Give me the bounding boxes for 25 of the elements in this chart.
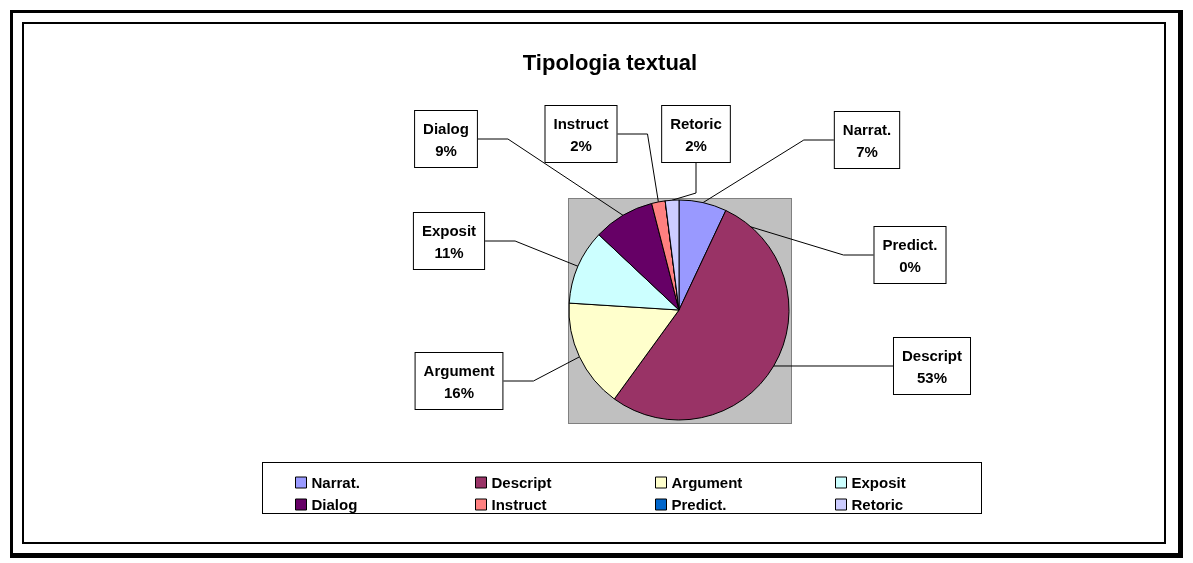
slice-label: Descript <box>901 346 963 364</box>
data-label: 11% <box>434 243 464 261</box>
data-label: 2% <box>570 136 592 154</box>
legend-label: Narrat. <box>311 474 360 491</box>
legend-label: Predict. <box>671 496 727 513</box>
chart-title: Tipologia textual <box>522 49 698 75</box>
legend-label: Dialog <box>311 496 358 513</box>
legend-label: Instruct <box>491 496 547 513</box>
legend-label: Argument <box>671 474 743 491</box>
legend-label: Retoric <box>851 496 904 513</box>
data-label: 9% <box>435 141 457 159</box>
data-label: 53% <box>916 368 948 386</box>
legend-label: Exposit <box>851 474 906 491</box>
legend-label: Descript <box>491 474 552 491</box>
slice-label: Argument <box>423 361 495 379</box>
slice-label: Exposit <box>421 221 477 239</box>
slice-label: Retoric <box>670 114 722 132</box>
data-label: 7% <box>856 142 878 160</box>
text: 0% <box>899 257 921 275</box>
category-label: Predict. <box>882 235 938 253</box>
slice-label: Dialog <box>423 119 469 137</box>
slice-label: Narrat. <box>842 120 892 138</box>
data-label: 2% <box>685 136 707 154</box>
data-label: 16% <box>443 383 475 401</box>
slice-label: Instruct <box>553 114 609 132</box>
